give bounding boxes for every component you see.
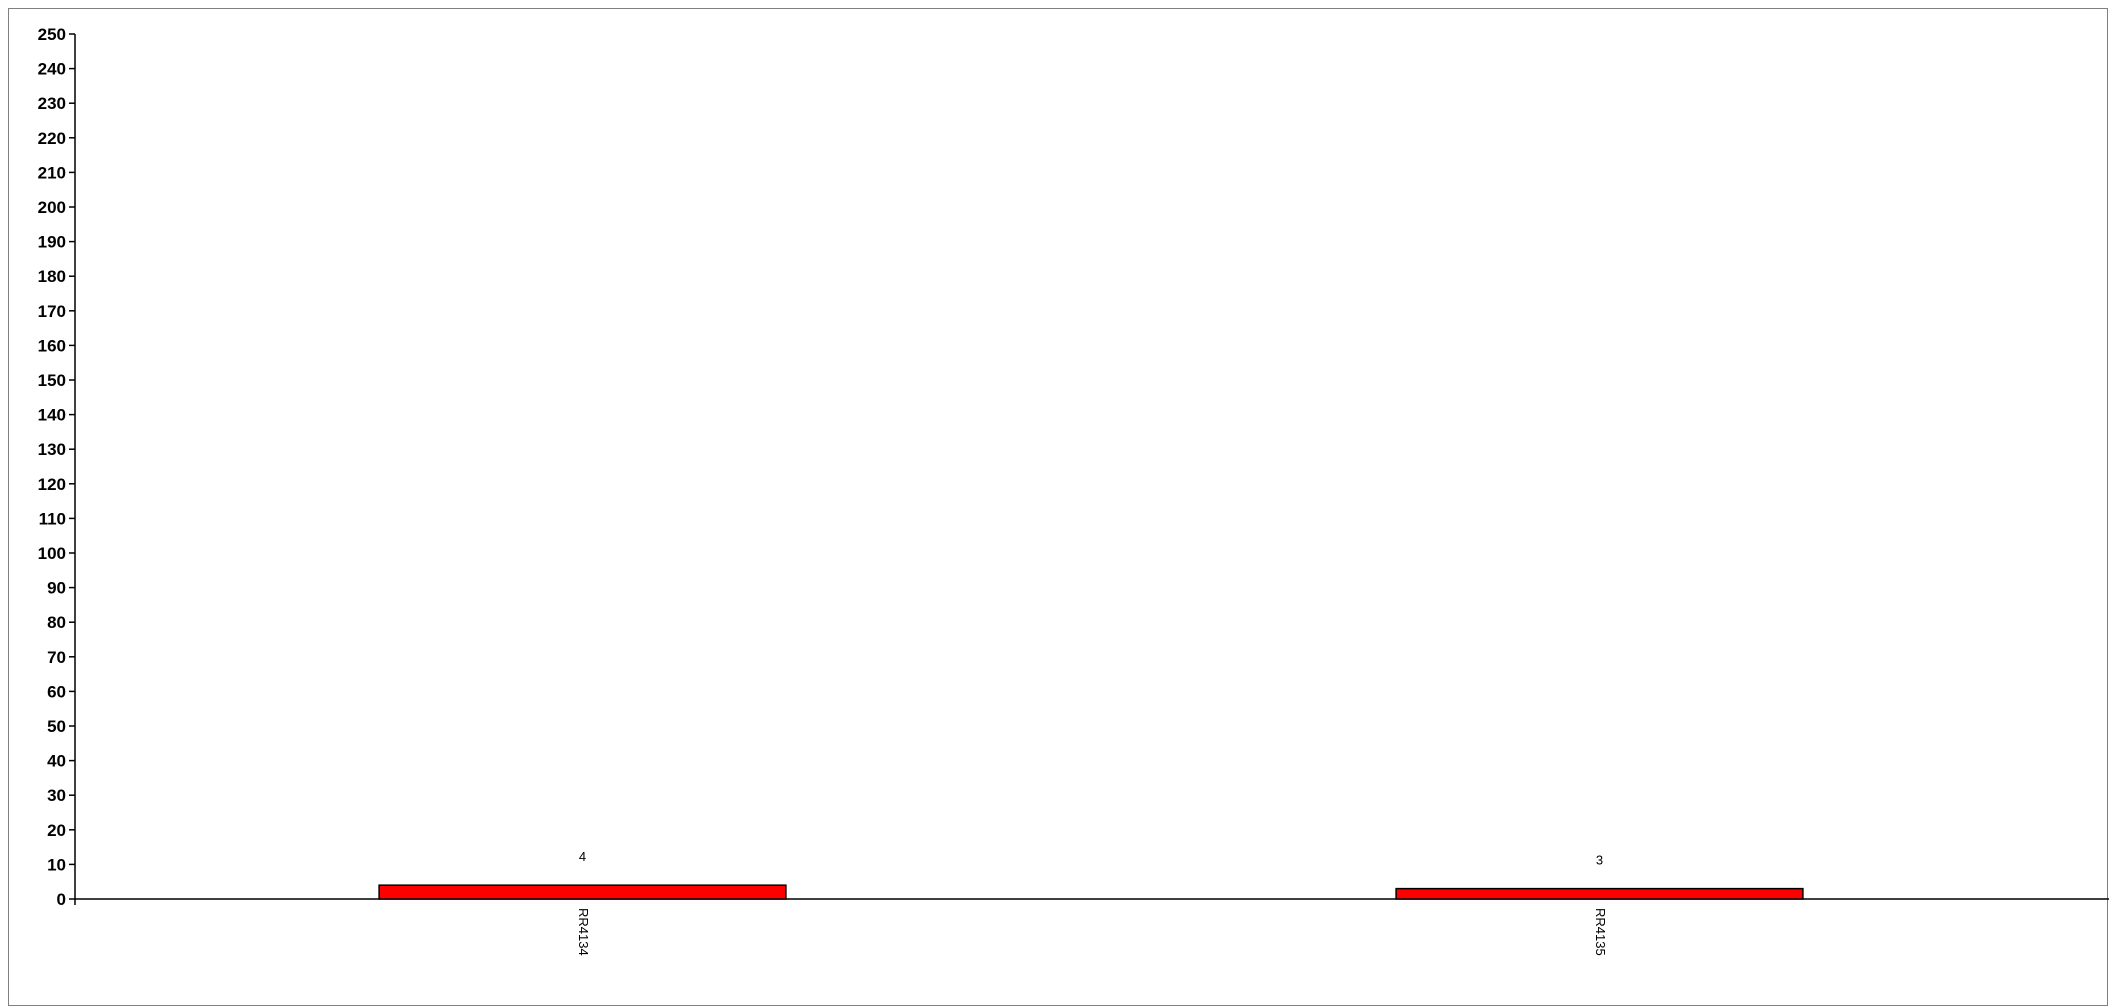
y-tick-label: 140 bbox=[38, 406, 66, 425]
y-tick-label: 180 bbox=[38, 267, 66, 286]
y-tick-label: 10 bbox=[47, 855, 66, 874]
y-tick-label: 170 bbox=[38, 302, 66, 321]
y-tick-label: 210 bbox=[38, 163, 66, 182]
y-tick-label: 110 bbox=[39, 509, 66, 528]
y-tick-label: 50 bbox=[47, 717, 66, 736]
x-tick-label-rr4134: RR4134 bbox=[576, 908, 591, 956]
y-tick-label: 220 bbox=[38, 129, 66, 148]
y-tick-label: 0 bbox=[57, 890, 66, 909]
y-tick-label: 80 bbox=[47, 613, 66, 632]
y-tick-label: 100 bbox=[38, 544, 66, 563]
bar-rr4134 bbox=[378, 884, 787, 900]
y-tick-label: 30 bbox=[47, 786, 66, 805]
y-tick-label: 120 bbox=[38, 475, 66, 494]
y-tick-label: 250 bbox=[38, 25, 66, 44]
y-tick-label: 60 bbox=[47, 682, 66, 701]
y-tick-label: 230 bbox=[38, 94, 66, 113]
chart-frame bbox=[8, 8, 2108, 1006]
data-label-rr4134: 4 bbox=[579, 849, 586, 864]
y-tick-label: 40 bbox=[47, 752, 66, 771]
y-tick-label: 70 bbox=[47, 648, 66, 667]
y-tick-label: 240 bbox=[38, 60, 66, 79]
y-axis: 0 10 20 30 40 50 60 70 80 90 100 110 120 130 140 150 160… bbox=[38, 25, 76, 909]
y-tick-label: 200 bbox=[38, 198, 66, 217]
y-tick-label: 190 bbox=[38, 233, 66, 252]
y-tick-label: 130 bbox=[38, 440, 66, 459]
x-axis: RR4134 RR4135 bbox=[75, 898, 2109, 956]
data-label-rr4135: 3 bbox=[1596, 853, 1603, 868]
y-tick-label: 150 bbox=[38, 371, 66, 390]
bars bbox=[378, 884, 1804, 900]
y-tick-label: 90 bbox=[47, 579, 66, 598]
x-tick-label-rr4135: RR4135 bbox=[1593, 908, 1608, 956]
y-tick-label: 20 bbox=[47, 821, 66, 840]
y-tick-label: 160 bbox=[38, 336, 66, 355]
bar-rr4135 bbox=[1395, 887, 1804, 900]
